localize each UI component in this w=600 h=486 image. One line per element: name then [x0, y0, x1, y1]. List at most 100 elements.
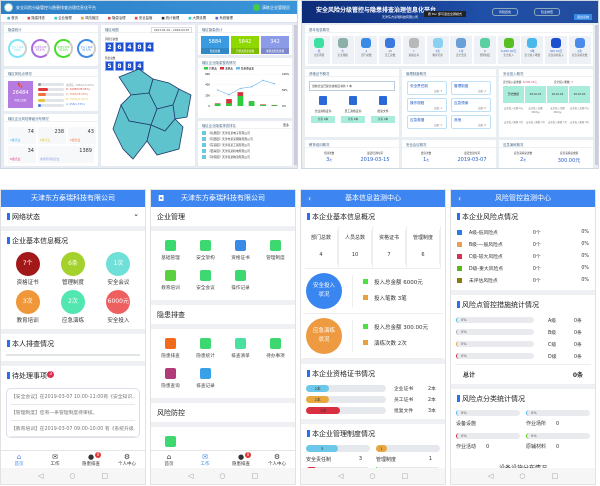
- info-card[interactable]: 大企业规模: [331, 36, 354, 64]
- todo-item[interactable]: 【安全会议】在2019-03-07 10:00-11:00有《安全知识...: [11, 389, 135, 405]
- menu-item[interactable]: 管理制度: [258, 240, 293, 261]
- nav-item[interactable]: 首页: [7, 14, 18, 22]
- logout-button[interactable]: 退出系统: [574, 14, 593, 20]
- menu-item[interactable]: 操作记录: [223, 270, 258, 291]
- ranking-item[interactable]: 【河西区】天津市某某钢铁有限公司: [202, 136, 288, 142]
- nav-item[interactable]: 系统管理: [215, 14, 233, 22]
- management-item[interactable]: 管理制度 总数: 1: [451, 81, 491, 95]
- info-card[interactable]: 3笔 安全投入笔数: [521, 36, 544, 64]
- back-nav-icon[interactable]: ◁: [187, 472, 194, 480]
- menu-item[interactable]: 教育培训: [153, 270, 188, 291]
- info-card[interactable]: 6 管理制度: [473, 36, 496, 64]
- tab-profile[interactable]: ⚙ 个人中心: [259, 451, 295, 468]
- tab-home[interactable]: ⌂ 首页: [1, 451, 37, 468]
- menu-item[interactable]: 隐患排查: [153, 338, 188, 359]
- tab-hazard-check[interactable]: ● 隐患排查 0: [73, 451, 109, 468]
- tab-work[interactable]: ✉ 工作: [187, 451, 223, 468]
- back-nav-icon[interactable]: ◁: [487, 472, 494, 480]
- recents-nav-icon[interactable]: □: [551, 472, 559, 480]
- tab-work[interactable]: ✉ 工作: [37, 451, 73, 468]
- info-card[interactable]: 10 员工总数: [379, 36, 402, 64]
- drill-circle[interactable]: 应急演练 状况: [306, 318, 342, 354]
- info-circle-item[interactable]: 2次 应急演练: [50, 290, 95, 324]
- risk-color-button[interactable]: 风险四色: [492, 8, 519, 16]
- management-item[interactable]: 安全责任制 总数: 3: [407, 81, 447, 95]
- recents-nav-icon[interactable]: □: [401, 472, 409, 480]
- home-nav-icon[interactable]: ○: [219, 472, 226, 480]
- nav-item[interactable]: 安全监管: [135, 14, 153, 22]
- info-circle-item[interactable]: 6000元 安全投入: [96, 290, 141, 324]
- ranking-item[interactable]: 【津南区】天津某某物流有限公司: [202, 154, 288, 160]
- bar-fill: [38, 103, 41, 107]
- management-item[interactable]: 其他 总数: 0: [451, 115, 491, 129]
- ranking-item[interactable]: 【东丽区】天津某某工贸有限公司: [202, 142, 288, 148]
- menu-icon: [165, 270, 176, 281]
- menu-item[interactable]: 排查记录: [188, 368, 223, 389]
- hazard-check-button[interactable]: 隐患排查: [534, 8, 561, 16]
- legend-label: 已整改: [209, 67, 217, 71]
- menu-item[interactable]: 安全会议: [188, 270, 223, 291]
- todo-item[interactable]: 【管理制度】您有一条管理制度待审核。: [11, 405, 135, 421]
- home-nav-icon[interactable]: ○: [369, 472, 376, 480]
- info-circle-item[interactable]: 1次 安全会议: [96, 252, 141, 286]
- menu-item[interactable]: 隐患查询: [153, 368, 188, 389]
- tab-label: 个人中心: [268, 462, 286, 467]
- nav-item[interactable]: 企业管理: [54, 14, 72, 22]
- nav-item[interactable]: 大屏设置: [188, 14, 207, 22]
- nav-item[interactable]: 隐患排查: [27, 14, 45, 22]
- district-map[interactable]: [109, 59, 193, 164]
- back-icon[interactable]: ‹: [308, 194, 312, 203]
- ranking-item[interactable]: 【西青区】天津某某机电有限公司: [202, 148, 288, 154]
- management-item[interactable]: 应急预案 总数: 0: [451, 98, 491, 112]
- avatar[interactable]: [253, 4, 260, 11]
- investment-circle[interactable]: 安全投入 状况: [306, 273, 342, 309]
- tab-hazard-check[interactable]: ● 隐患排查 0: [223, 451, 259, 468]
- certificate-count-button[interactable]: 共有 2本: [341, 116, 365, 123]
- risk-label: A级-低风险点: [468, 230, 498, 236]
- back-nav-icon[interactable]: ◁: [337, 472, 344, 480]
- scrollbar[interactable]: [595, 25, 598, 165]
- management-item[interactable]: 应急救援 总数: 1: [407, 115, 447, 129]
- menu-item[interactable]: 安全架构: [188, 240, 223, 261]
- recents-nav-icon[interactable]: □: [251, 472, 259, 480]
- tab-home[interactable]: ⌂ 首页: [151, 451, 187, 468]
- back-icon[interactable]: ‹: [458, 194, 462, 203]
- home-nav-icon[interactable]: ○: [69, 472, 76, 480]
- camera-icon[interactable]: ◘: [158, 194, 165, 203]
- menu-item[interactable]: [153, 436, 188, 451]
- menu-item[interactable]: 待办事项: [258, 338, 293, 359]
- recents-nav-icon[interactable]: □: [101, 472, 109, 480]
- date-range-picker[interactable]: 2017-01-01 - 2019-03-07: [151, 27, 193, 33]
- network-status-section[interactable]: 网络状态 ⌄: [1, 207, 145, 226]
- tab-profile[interactable]: ⚙ 个人中心: [109, 451, 145, 468]
- info-circle-item[interactable]: 7个 资格证书: [5, 252, 50, 286]
- menu-item[interactable]: 基础管理: [153, 240, 188, 261]
- info-card[interactable]: 6,000.00元 安全投入: [497, 36, 520, 64]
- user-menu[interactable]: 演练企业管理员: [262, 5, 290, 10]
- menu-item[interactable]: 资格证书: [223, 240, 258, 261]
- certificate-count-button[interactable]: 共有 3本: [371, 116, 395, 123]
- nav-item[interactable]: 统计管理: [161, 14, 180, 22]
- scrollbar[interactable]: [294, 25, 297, 165]
- back-nav-icon[interactable]: ◁: [37, 472, 44, 480]
- info-card[interactable]: 300.00元 应急演练投入: [545, 36, 567, 64]
- info-card[interactable]: 2次 应急演练次数: [568, 36, 591, 64]
- todo-item[interactable]: 【教育培训】在2019-03-07 09:00-10:00 有《系统升级...: [11, 421, 135, 437]
- info-card[interactable]: 优企业评级: [308, 36, 330, 64]
- certificate-count-button[interactable]: 共有 2本: [311, 116, 335, 123]
- nav-item[interactable]: 隐患治理: [108, 14, 126, 22]
- info-circle-item[interactable]: 3次 教育培训: [5, 290, 50, 324]
- info-card[interactable]: 1次 安全会议: [450, 36, 473, 64]
- chevron-down-icon[interactable]: ⌄: [133, 210, 139, 218]
- info-card[interactable]: 3次 教育培训: [426, 36, 449, 64]
- menu-item[interactable]: 隐患统计: [188, 338, 223, 359]
- management-item[interactable]: 操作规程 总数: 1: [407, 98, 447, 112]
- menu-item[interactable]: 排查清单: [223, 338, 258, 359]
- nav-item[interactable]: 风险管控: [81, 14, 99, 22]
- more-link[interactable]: 更多: [282, 123, 289, 127]
- info-circle-item[interactable]: 6条 管理制度: [50, 252, 95, 286]
- ranking-item[interactable]: 【北辰区】天津某某电子有限公司: [202, 130, 288, 136]
- info-card[interactable]: 7 资格证书: [402, 36, 425, 64]
- info-card[interactable]: 4 部门总数: [355, 36, 378, 64]
- home-nav-icon[interactable]: ○: [519, 472, 526, 480]
